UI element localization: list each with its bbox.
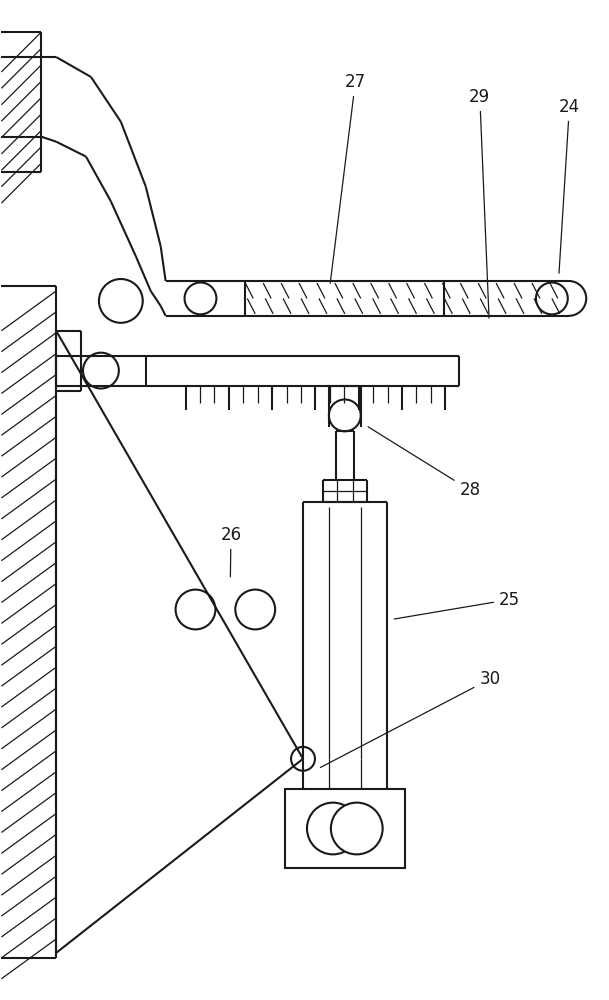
Text: 24: 24 [559, 98, 580, 273]
Circle shape [83, 353, 119, 389]
Text: 27: 27 [330, 73, 366, 283]
Bar [285, 789, 404, 868]
Circle shape [536, 282, 568, 314]
Circle shape [331, 803, 382, 854]
Circle shape [175, 590, 216, 629]
Text: 28: 28 [368, 427, 481, 499]
Text: 25: 25 [395, 591, 520, 619]
Circle shape [235, 590, 275, 629]
Circle shape [329, 399, 361, 431]
Circle shape [99, 279, 143, 323]
Text: 26: 26 [220, 526, 242, 577]
Text: 30: 30 [320, 670, 501, 767]
Circle shape [291, 747, 315, 771]
Circle shape [185, 282, 216, 314]
Circle shape [307, 803, 359, 854]
Text: 29: 29 [470, 88, 490, 318]
